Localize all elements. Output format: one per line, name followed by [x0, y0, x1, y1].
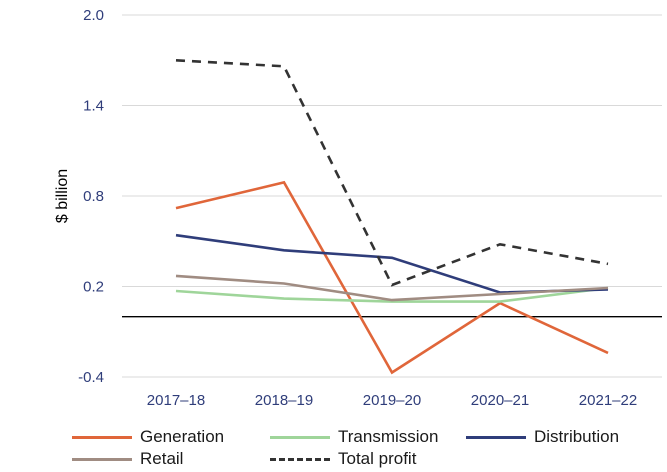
series-line-retail — [175, 274, 609, 302]
legend-swatch-distribution — [466, 435, 526, 439]
legend: Generation Transmission Distribution Ret… — [0, 422, 667, 472]
legend-swatch-retail — [72, 457, 132, 461]
legend-item-generation: Generation — [72, 427, 224, 447]
y-tick-label: 2.0 — [83, 7, 104, 24]
legend-swatch-transmission — [270, 435, 330, 439]
y-tick-label: 1.4 — [83, 98, 104, 115]
legend-swatch-total-profit — [270, 457, 330, 461]
x-tick-label: 2019–20 — [363, 392, 421, 409]
x-tick-label: 2021–22 — [579, 392, 637, 409]
legend-item-transmission: Transmission — [270, 427, 438, 447]
line-chart: 2.01.40.80.2-0.4 2017–18 2018–19 2019–20 20… — [54, 7, 662, 409]
y-tick-label: 0.8 — [83, 188, 104, 205]
gridlines — [122, 14, 662, 378]
series-line-total-profit — [175, 59, 609, 287]
x-tick-label: 2018–19 — [255, 392, 313, 409]
legend-item-total-profit: Total profit — [270, 449, 416, 469]
legend-label: Distribution — [534, 427, 620, 446]
legend-swatch-generation — [72, 435, 132, 439]
legend-item-distribution: Distribution — [466, 427, 619, 447]
legend-item-retail: Retail — [72, 449, 183, 469]
legend-label: Transmission — [338, 427, 439, 446]
legend-label: Generation — [140, 427, 225, 446]
series-lines — [175, 59, 609, 375]
legend-label: Retail — [140, 449, 184, 468]
x-tick-label: 2020–21 — [471, 392, 529, 409]
x-tick-label: 2017–18 — [147, 392, 205, 409]
series-line-generation — [175, 180, 609, 375]
y-tick-label: -0.4 — [78, 369, 104, 386]
y-axis-label: $ billion — [54, 169, 71, 223]
series-line-transmission — [175, 286, 609, 303]
x-axis-ticks: 2017–18 2018–19 2019–20 2020–21 2021–22 — [147, 392, 637, 409]
y-tick-label: 0.2 — [83, 279, 104, 296]
y-axis-ticks: 2.0 1.4 0.8 0.2 -0.4 — [78, 7, 104, 386]
legend-label: Total profit — [338, 449, 417, 468]
